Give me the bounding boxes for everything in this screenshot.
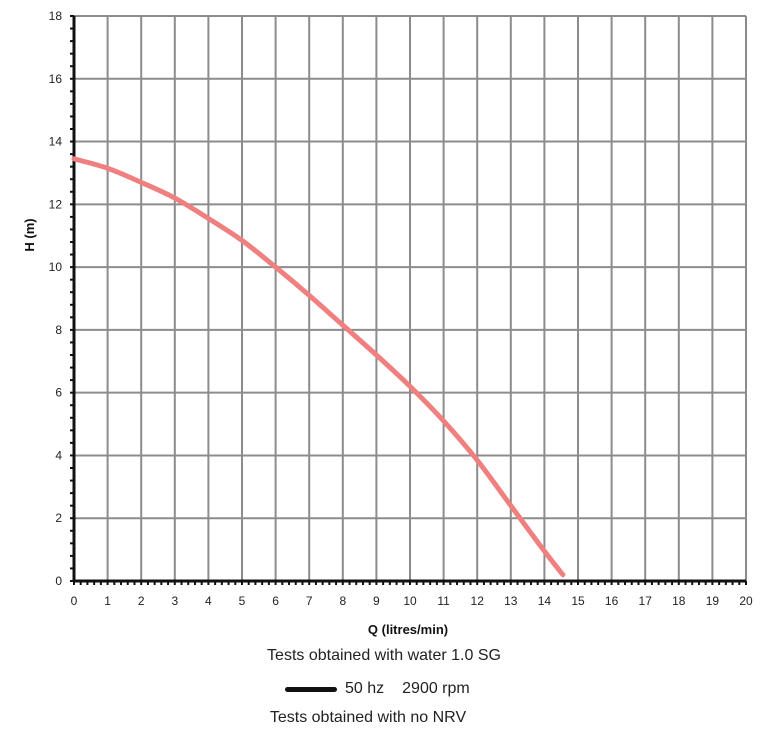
series-layer: [71, 156, 566, 578]
x-tick-label: 6: [272, 594, 279, 608]
x-tick-label: 15: [571, 594, 585, 608]
x-tick-label: 19: [706, 594, 720, 608]
y-tick-label: 12: [49, 197, 63, 211]
pump-curve-chart: 0 1 2 3 4 5 6 7 8 9 10 11 12 13 14 15 16 17 18 19 2002468101…: [22, 9, 753, 637]
x-tick-label: 18: [672, 594, 686, 608]
x-tick-label: 11: [437, 594, 450, 608]
axes: [70, 15, 747, 585]
y-tick-label: 10: [49, 260, 63, 274]
legend-line-swatch: [285, 686, 337, 692]
grid: [73, 15, 747, 582]
x-tick-label: 4: [205, 594, 212, 608]
y-tick-label: 6: [55, 386, 62, 400]
x-tick-label: 1: [104, 594, 111, 608]
x-tick-label: 20: [739, 594, 753, 608]
x-tick-label: 9: [373, 594, 380, 608]
x-tick-label: 16: [605, 594, 619, 608]
x-axis-title: Q (litres/min): [368, 622, 448, 637]
x-tick-label: 10: [403, 594, 417, 608]
x-tick-label: 17: [639, 594, 653, 608]
legend-label: 50 hz: [345, 680, 385, 697]
x-tick-label: 3: [171, 594, 178, 608]
y-tick-label: 8: [55, 323, 62, 337]
y-tick-label: 4: [55, 448, 62, 462]
y-tick-label: 16: [49, 72, 63, 86]
test-water-note: Tests obtained with water 1.0 SG: [267, 647, 501, 664]
x-tick-label: 0: [71, 594, 78, 608]
legend: 50 hz 2900 rpm: [285, 680, 470, 698]
x-tick-label: 12: [471, 594, 485, 608]
y-tick-label: 18: [49, 9, 63, 23]
series-line: [71, 156, 566, 578]
x-tick-label: 5: [239, 594, 246, 608]
y-tick-label: 14: [49, 135, 63, 149]
y-axis-title: H (m): [22, 218, 37, 251]
x-tick-label: 8: [339, 594, 346, 608]
x-tick-label: 14: [538, 594, 552, 608]
legend-speed: 2900 rpm: [402, 680, 470, 697]
x-tick-label: 7: [306, 594, 313, 608]
x-tick-label: 13: [504, 594, 518, 608]
x-tick-label: 2: [138, 594, 145, 608]
test-nrv-note: Tests obtained with no NRV: [269, 709, 467, 726]
tick-labels: 0 1 2 3 4 5 6 7 8 9 10 11 12 13 14 15 16 17 18 19 2002468101…: [49, 9, 753, 608]
y-tick-label: 2: [55, 511, 62, 525]
y-tick-label: 0: [55, 574, 62, 588]
